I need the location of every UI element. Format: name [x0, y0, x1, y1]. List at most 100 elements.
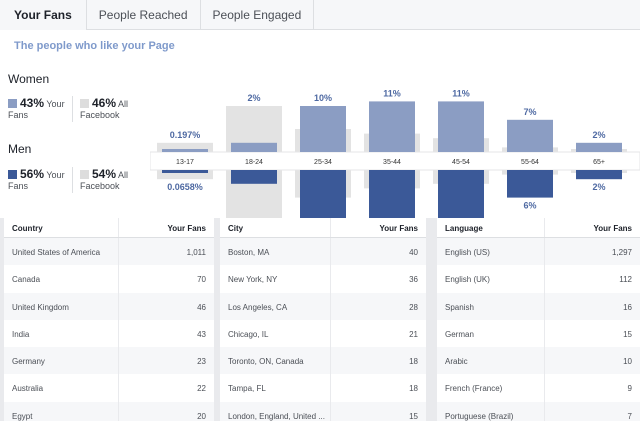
women-swatch [8, 99, 17, 108]
row-fans-count: 36 [330, 265, 426, 293]
women-bar [369, 101, 415, 152]
row-fans-count: 70 [118, 265, 214, 293]
row-fans-count: 40 [330, 238, 426, 266]
women-heading: Women [8, 72, 50, 86]
table-row: Arabic 10 [437, 347, 640, 375]
age-tick-label: 65+ [593, 159, 605, 166]
country-table: Country Your Fans United States of Ameri… [4, 218, 214, 421]
women-pct-label: 11% [383, 88, 401, 98]
women-your-pct: 43% [20, 96, 45, 110]
row-fans-count: 21 [330, 319, 426, 348]
row-fans-count: 9 [544, 374, 640, 402]
row-fans-count: 46 [118, 292, 214, 320]
table-row: Egypt 20 [4, 401, 214, 421]
women-bar [507, 119, 553, 152]
column-header-city[interactable]: City [228, 224, 244, 233]
women-your-label-1: Your [46, 99, 65, 109]
row-fans-count: 1,011 [118, 238, 214, 266]
table-row: Canada 70 [4, 265, 214, 293]
tab-people-reached[interactable]: People Reached [87, 0, 201, 30]
men-all-pct: 54% [92, 167, 117, 181]
age-tick-label: 18-24 [245, 159, 263, 166]
table-row: United Kingdom 46 [4, 292, 214, 320]
table-header: Language Your Fans [437, 218, 640, 238]
men-all-label-2: Facebook [80, 181, 120, 191]
table-row: United States of America 1,011 [4, 238, 214, 266]
age-tick-label: 55-64 [521, 159, 539, 166]
column-header-your-fans[interactable]: Your Fans [544, 218, 640, 237]
men-swatch [8, 170, 17, 179]
row-name: Germany [12, 357, 45, 367]
row-fans-count: 1,297 [544, 238, 640, 266]
row-fans-count: 7 [544, 401, 640, 421]
table-row: Tampa, FL 18 [220, 374, 426, 402]
row-name: English (US) [445, 248, 490, 257]
row-name: Toronto, ON, Canada [228, 357, 304, 367]
row-name: New York, NY [228, 275, 278, 285]
women-pct-label: 2% [592, 130, 605, 140]
column-header-your-fans[interactable]: Your Fans [118, 218, 214, 237]
demographics-panel: The people who like your Page Women 43% … [0, 30, 640, 246]
men-bar [576, 170, 622, 180]
age-tick-label: 13-17 [176, 159, 194, 166]
city-rows: Boston, MA 40 New York, NY 36 Los Angeles, C… [220, 238, 426, 421]
men-stat-divider [72, 167, 73, 193]
row-fans-count: 10 [544, 347, 640, 375]
women-all-label-1: All [118, 99, 129, 109]
tab-people-engaged[interactable]: People Engaged [201, 0, 315, 30]
row-fans-count: 22 [118, 374, 214, 402]
column-header-language[interactable]: Language [445, 224, 483, 233]
tab-your-fans[interactable]: Your Fans [0, 0, 87, 30]
men-your-pct: 56% [20, 167, 45, 181]
row-name: Spanish [445, 302, 474, 312]
table-row: London, England, United ... 15 [220, 401, 426, 421]
women-bar [162, 149, 208, 152]
men-all-label-1: All [118, 170, 129, 180]
row-name: Los Angeles, CA [228, 302, 288, 312]
men-pct-label: 0.0658% [167, 182, 203, 192]
language-rows: English (US) 1,297 English (UK) 112 Spanish 1… [437, 238, 640, 421]
men-bar [507, 170, 553, 198]
row-fans-count: 23 [118, 347, 214, 375]
insights-tab-bar: Your Fans People Reached People Engaged [0, 0, 640, 30]
age-tick-label: 35-44 [383, 159, 401, 166]
fans-tables: Country Your Fans United States of Ameri… [0, 218, 640, 421]
women-bar [438, 101, 484, 152]
row-name: London, England, United ... [228, 411, 325, 421]
age-tick-label: 45-54 [452, 159, 470, 166]
row-name: India [12, 329, 30, 339]
women-bar [231, 142, 277, 152]
table-row: German 15 [437, 319, 640, 348]
age-gender-bar-chart: 0.197%0.0658%13-172%3%18-2410%15%25-3411… [150, 88, 640, 246]
column-header-country[interactable]: Country [12, 224, 43, 233]
women-your-fans-stat: 43% Your Fans [8, 96, 65, 121]
city-table: City Your Fans Boston, MA 40 New York, NY 3… [220, 218, 426, 421]
row-fans-count: 15 [330, 401, 426, 421]
row-name: United Kingdom [12, 302, 69, 312]
men-bar [438, 170, 484, 226]
men-heading: Men [8, 142, 32, 156]
table-row: Spanish 16 [437, 292, 640, 320]
row-fans-count: 112 [544, 265, 640, 293]
all-facebook-swatch [80, 99, 89, 108]
row-name: Australia [12, 384, 44, 394]
all-facebook-swatch [80, 170, 89, 179]
men-bar [162, 170, 208, 173]
women-your-label-2: Fans [8, 110, 29, 120]
row-fans-count: 28 [330, 292, 426, 320]
row-name: French (France) [445, 384, 503, 394]
row-name: Canada [12, 275, 41, 285]
women-pct-label: 7% [523, 107, 536, 117]
women-all-pct: 46% [92, 96, 117, 110]
row-name: Boston, MA [228, 248, 270, 257]
table-header: City Your Fans [220, 218, 426, 238]
age-tick-label: 25-34 [314, 159, 332, 166]
row-name: Portuguese (Brazil) [445, 411, 514, 421]
table-row: Australia 22 [4, 374, 214, 402]
row-fans-count: 16 [544, 292, 640, 320]
row-fans-count: 18 [330, 374, 426, 402]
men-all-facebook-stat: 54% All Facebook [80, 167, 129, 192]
table-row: English (UK) 112 [437, 265, 640, 293]
column-header-your-fans[interactable]: Your Fans [330, 218, 426, 237]
women-pct-label: 10% [314, 93, 332, 103]
